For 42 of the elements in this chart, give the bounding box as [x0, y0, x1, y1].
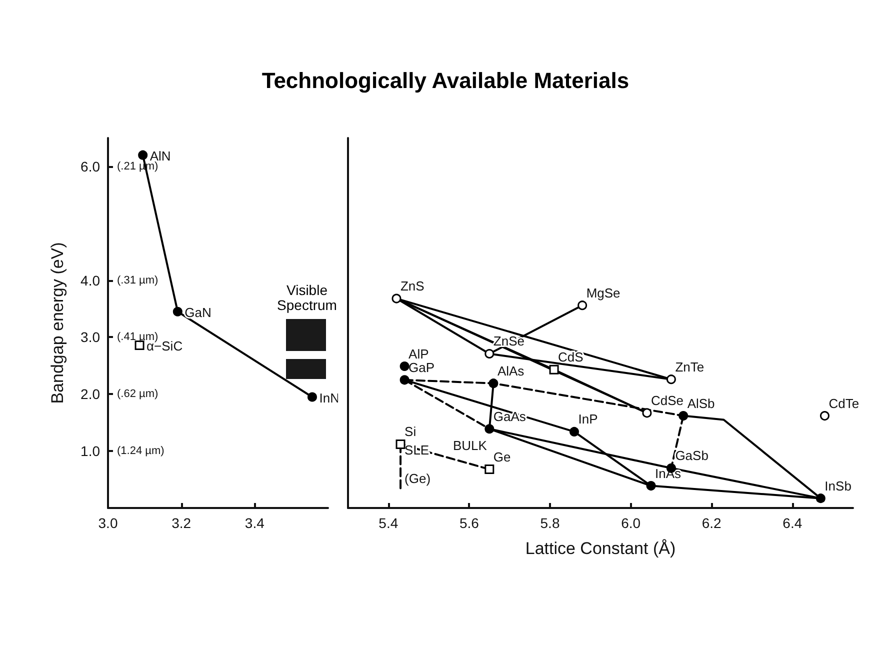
annotation: GaAs [493, 408, 526, 424]
annotation: ZnTe [675, 359, 704, 374]
x-tick-label: 5.6 [459, 515, 480, 531]
x-tick-label: 5.8 [540, 515, 560, 531]
x-tick-label: 6.0 [621, 515, 641, 531]
annotation: ZnS [400, 278, 425, 294]
annotation: CdS [558, 350, 584, 365]
x-tick-label: 5.4 [378, 515, 398, 531]
annotation: AlAs [497, 363, 525, 378]
y-tick-label: 2.0 [80, 386, 100, 402]
x-tick-label: 3.4 [244, 515, 265, 531]
annotation: (1.24 µm) [117, 445, 164, 458]
annotation: (.62 µm) [117, 388, 158, 400]
y-tick-label: 1.0 [80, 443, 100, 460]
annotation: (.31 µm) [117, 274, 158, 286]
x-tick-label: 3.0 [98, 515, 118, 531]
annotation: BULK [453, 438, 488, 453]
annotation: InSb [824, 478, 852, 494]
x-axis-title: Lattice Constant (Å) [525, 539, 676, 558]
annotation: InP [578, 412, 598, 427]
annotation: CdTe [828, 396, 860, 411]
annotation: AlSb [687, 396, 715, 411]
x-tick-label: 6.2 [702, 515, 722, 531]
annotation: GaP [408, 360, 435, 375]
annotation: Si [404, 424, 416, 440]
annotation: InN [319, 390, 340, 406]
annotation: AlP [408, 346, 429, 362]
annotation: Visible Spectrum [276, 282, 338, 313]
y-tick-label: 4.0 [80, 272, 100, 288]
annotation: MgSe [586, 285, 620, 300]
x-tick-label: 3.2 [172, 515, 192, 531]
x-tick-label: 6.4 [782, 515, 802, 531]
annotation: GaN [184, 305, 212, 320]
annotation: CdSe [650, 392, 684, 408]
y-axis-title: Bandgap energy (eV) [48, 242, 67, 404]
text: Technologically Available Materials [260, 67, 630, 95]
y-tick-label: 6.0 [80, 158, 100, 174]
annotation: Ge [493, 449, 511, 464]
y-tick-label: 3.0 [80, 329, 100, 346]
annotation: (.41 µm) [117, 331, 158, 344]
annotation: GaSb [675, 448, 708, 464]
annotation: (Ge) [404, 470, 431, 486]
